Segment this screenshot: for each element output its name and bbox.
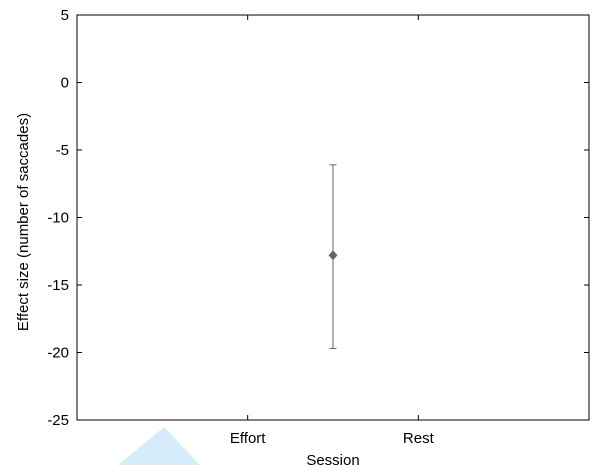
y-tick-label: -15 (47, 277, 69, 294)
y-axis: 5 0 -5 -10 -15 -20 -25 (47, 7, 589, 429)
x-tick-label: Rest (403, 430, 435, 447)
y-tick-label: -5 (56, 142, 69, 159)
y-tick-label: -20 (47, 345, 69, 362)
y-axis-title: Effect size (number of saccades) (15, 113, 32, 331)
x-tick-label: Effort (230, 430, 266, 447)
data-point-diamond (328, 250, 338, 261)
data-marks (328, 164, 338, 349)
y-tick-label: 0 (61, 75, 69, 92)
y-tick-label: 5 (61, 7, 69, 24)
y-tick-label: -25 (47, 412, 69, 429)
y-tick-label: -10 (47, 210, 69, 227)
overlay-triangle (118, 427, 200, 465)
x-axis: Effort Rest (230, 15, 435, 447)
x-axis-title: Session (306, 452, 359, 465)
